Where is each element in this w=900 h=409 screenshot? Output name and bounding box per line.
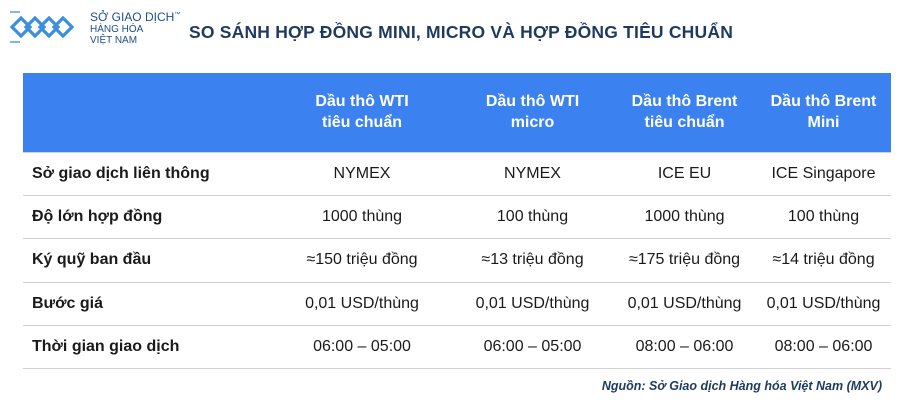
source-note: Nguồn: Sở Giao dịch Hàng hóa Việt Nam (M… [601,379,882,393]
table-cell: 100 thùng [787,208,860,226]
column-header-brent-standard: Dầu thô Brent tiêu chuẩn [613,73,756,152]
table-cell: 08:00 – 06:00 [774,338,873,356]
table-cell: 0,01 USD/thùng [627,294,742,312]
row-label: Độ lớn hợp đồng [32,208,163,226]
row-label: Ký quỹ ban đầu [32,251,152,269]
column-header-line1: Dầu thô WTI [485,93,580,111]
logo-text-line2: HÀNG HÓA [90,24,144,35]
table-row-exchange: Sở giao dịch liên thông NYMEX NYMEX ICE … [23,152,891,196]
table-row-trading-hours: Thời gian giao dịch 06:00 – 05:00 06:00 … [23,326,891,369]
row-label: Sở giao dịch liên thông [32,164,210,182]
table-cell: ≈14 triệu đồng [772,251,875,269]
table-row-tick-size: Bước giá 0,01 USD/thùng 0,01 USD/thùng 0… [23,282,891,326]
table-cell: 06:00 – 05:00 [313,338,411,356]
column-header-brent-mini: Dầu thô Brent Mini [756,73,891,152]
row-label: Thời gian giao dịch [32,338,180,356]
comparison-table: Dầu thô WTI tiêu chuẩn Dầu thô WTI micro… [23,73,891,369]
page-title: SO SÁNH HỢP ĐỒNG MINI, MICRO VÀ HỢP ĐỒNG… [189,22,734,42]
mxv-logo-icon [9,11,75,43]
logo-text: SỞ GIAO DỊCH™ HÀNG HÓA VIỆT NAM [90,9,210,47]
table-cell: 0,01 USD/thùng [305,294,419,312]
table-cell: 100 thùng [496,208,569,226]
table-cell: 1000 thùng [321,208,403,226]
table-cell: 08:00 – 06:00 [635,338,734,356]
logo-trademark: ™ [174,12,181,18]
column-header-line1: Dầu thô Brent [770,93,877,111]
column-header-line2: Mini [807,114,840,132]
column-header-wti-micro: Dầu thô WTI micro [452,73,613,152]
logo-text-line3: VIỆT NAM [90,35,138,46]
table-cell: 06:00 – 05:00 [483,338,582,356]
table-cell: 0,01 USD/thùng [475,294,590,312]
table-cell: ICE EU [657,164,712,182]
column-header-line2: micro [510,114,555,132]
table-row-initial-margin: Ký quỹ ban đầu ≈150 triệu đồng ≈13 triệu… [23,239,891,283]
column-header-line2: tiêu chuẩn [321,114,402,132]
table-cell: ≈150 triệu đồng [306,251,418,269]
table-cell: ≈13 triệu đồng [481,251,584,269]
row-label: Bước giá [32,294,103,312]
table-row-contract-size: Độ lớn hợp đồng 1000 thùng 100 thùng 100… [23,195,891,239]
header: SỞ GIAO DỊCH™ HÀNG HÓA VIỆT NAM SO SÁNH … [0,0,900,62]
table-cell: 1000 thùng [644,208,725,226]
table-cell: 0,01 USD/thùng [766,294,881,312]
column-header-line1: Dầu thô Brent [631,93,738,111]
table-cell: NYMEX [333,164,391,182]
table-header-row: Dầu thô WTI tiêu chuẩn Dầu thô WTI micro… [23,73,891,152]
column-header-wti-standard: Dầu thô WTI tiêu chuẩn [272,73,452,152]
column-header-empty [23,73,272,152]
logo-text-line1: SỞ GIAO DỊCH [90,10,175,24]
column-header-line1: Dầu thô WTI [315,93,409,111]
table-cell: ≈175 triệu đồng [628,251,741,269]
table-cell: ICE Singapore [771,164,876,182]
table-cell: NYMEX [504,164,561,182]
column-header-line2: tiêu chuẩn [644,114,725,132]
